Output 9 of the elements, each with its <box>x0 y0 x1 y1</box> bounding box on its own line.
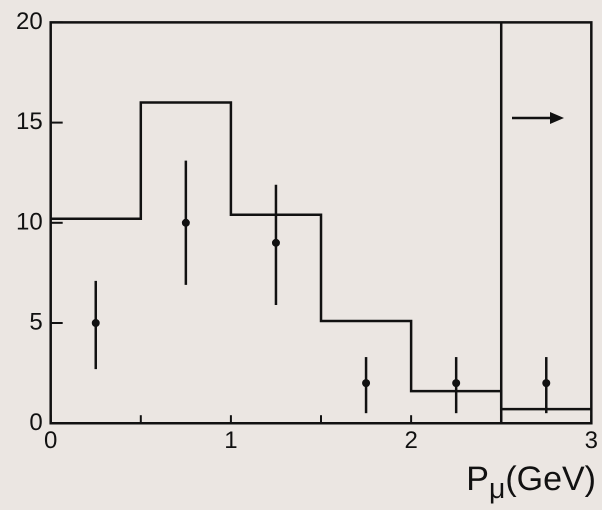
x-axis-title: P$_{μ}$(GeV) <box>466 460 596 506</box>
y-tick-label: 10 <box>16 208 43 236</box>
x-tick-label: 2 <box>404 427 418 454</box>
y-tick-label: 20 <box>16 8 43 36</box>
y-tick-label: 15 <box>16 108 43 136</box>
x-tick-label: 1 <box>224 427 238 454</box>
x-tick-label: 3 <box>584 427 598 454</box>
y-tick-label: 5 <box>29 308 43 336</box>
y-tick-label: 0 <box>29 408 43 436</box>
